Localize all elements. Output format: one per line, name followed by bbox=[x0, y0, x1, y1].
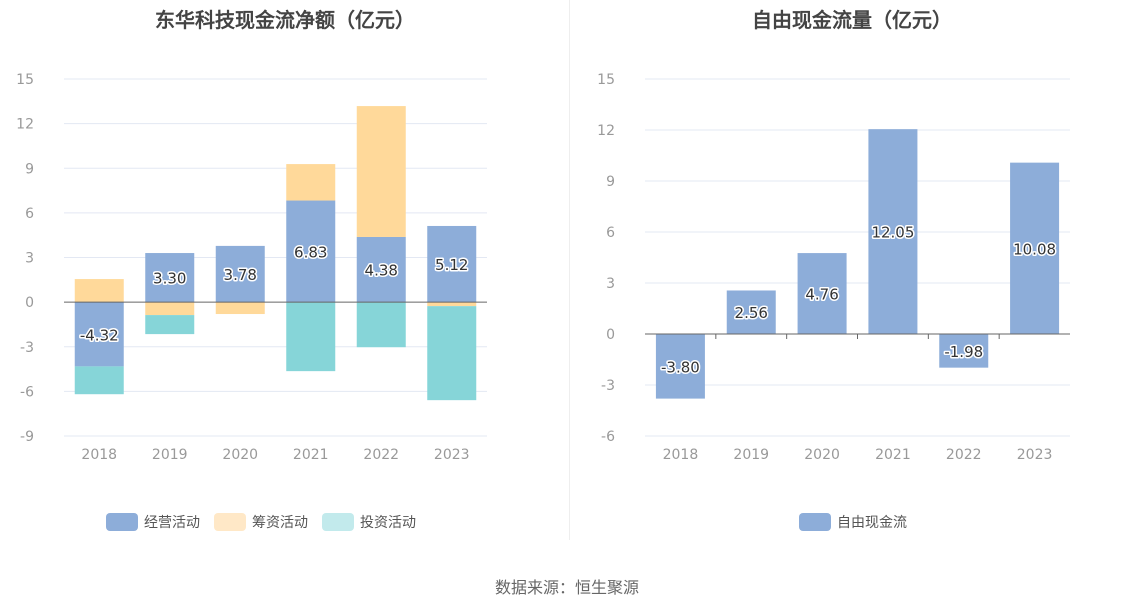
y-tick-label: 3 bbox=[25, 251, 34, 267]
bar-financing bbox=[427, 302, 477, 307]
bar-financing bbox=[356, 106, 406, 237]
x-tick-label: 2021 bbox=[875, 447, 911, 463]
bar-financing bbox=[74, 279, 124, 303]
x-tick-label: 2022 bbox=[363, 447, 399, 463]
y-tick-label: 6 bbox=[25, 206, 34, 222]
data-label: 3.78 bbox=[224, 266, 257, 284]
y-tick-label: 15 bbox=[597, 72, 615, 88]
x-tick-label: 2020 bbox=[804, 447, 840, 463]
data-label: 6.83 bbox=[294, 243, 327, 261]
x-tick-label: 2019 bbox=[733, 447, 769, 463]
bar-free-cash-flow bbox=[797, 253, 847, 334]
data-label: 4.76 bbox=[805, 286, 838, 304]
bar-investing bbox=[74, 366, 124, 395]
cash-flow-legend: 经营活动 筹资活动 投资活动 bbox=[106, 512, 430, 532]
free-cash-flow-legend: 自由现金流 bbox=[799, 512, 921, 532]
bar-free-cash-flow bbox=[726, 290, 776, 334]
legend-item-free-cash-flow[interactable]: 自由现金流 bbox=[799, 512, 907, 532]
bar-financing bbox=[215, 302, 265, 315]
x-tick-label: 2021 bbox=[293, 447, 329, 463]
x-tick-label: 2023 bbox=[434, 447, 470, 463]
legend-swatch-operating bbox=[106, 513, 138, 531]
panel-divider bbox=[569, 0, 570, 540]
bar-investing bbox=[145, 315, 195, 335]
data-label: 5.12 bbox=[435, 256, 468, 274]
x-tick-label: 2023 bbox=[1017, 447, 1053, 463]
y-tick-label: 12 bbox=[597, 123, 615, 139]
y-tick-label: 15 bbox=[16, 72, 34, 88]
bar-financing bbox=[286, 164, 336, 201]
data-label: 12.05 bbox=[871, 224, 914, 242]
bar-free-cash-flow bbox=[655, 334, 705, 399]
x-tick-label: 2022 bbox=[946, 447, 982, 463]
data-label: -4.32 bbox=[80, 326, 119, 344]
legend-item-operating[interactable]: 经营活动 bbox=[106, 512, 200, 532]
bar-free-cash-flow bbox=[1010, 162, 1060, 334]
legend-label-investing: 投资活动 bbox=[360, 515, 416, 531]
bar-operating bbox=[286, 200, 336, 303]
bar-operating bbox=[427, 225, 477, 303]
legend-label-operating: 经营活动 bbox=[144, 515, 200, 531]
bar-operating bbox=[145, 253, 195, 303]
data-label: 2.56 bbox=[735, 304, 768, 322]
bar-investing bbox=[427, 306, 477, 401]
legend-swatch-financing bbox=[214, 513, 246, 531]
y-tick-label: -6 bbox=[601, 429, 615, 445]
x-tick-label: 2018 bbox=[663, 447, 699, 463]
data-label: 10.08 bbox=[1013, 240, 1056, 258]
legend-label-financing: 筹资活动 bbox=[252, 515, 308, 531]
y-tick-label: 9 bbox=[25, 161, 34, 177]
bar-operating bbox=[215, 245, 265, 303]
x-tick-label: 2019 bbox=[152, 447, 188, 463]
y-tick-label: -3 bbox=[20, 340, 34, 356]
cash-flow-chart: 15 12 9 6 3 0 -3 -6 -9 2018 2019 2020 2021 2022 2023 -4… bbox=[16, 72, 487, 463]
y-tick-label: 9 bbox=[606, 174, 615, 190]
y-tick-label: 12 bbox=[16, 117, 34, 133]
data-source: 数据来源：恒生聚源 bbox=[494, 578, 639, 597]
y-tick-label: -6 bbox=[20, 384, 34, 400]
bar-investing bbox=[286, 302, 336, 372]
data-label: -3.80 bbox=[661, 358, 700, 376]
chart-title-free-cash-flow: 自由现金流量（亿元） bbox=[752, 8, 952, 32]
bar-operating bbox=[356, 236, 406, 303]
x-tick-label: 2020 bbox=[222, 447, 258, 463]
legend-item-investing[interactable]: 投资活动 bbox=[322, 512, 416, 532]
x-tick-label: 2018 bbox=[81, 447, 117, 463]
legend-swatch-free-cash-flow bbox=[799, 513, 831, 531]
y-tick-label: -9 bbox=[20, 429, 34, 445]
y-tick-label: 6 bbox=[606, 225, 615, 241]
bar-free-cash-flow bbox=[939, 334, 989, 368]
bar-free-cash-flow bbox=[868, 129, 918, 334]
bar-financing bbox=[145, 302, 195, 316]
legend-swatch-investing bbox=[322, 513, 354, 531]
legend-label-free-cash-flow: 自由现金流 bbox=[837, 515, 907, 531]
y-tick-label: 0 bbox=[25, 295, 34, 311]
y-tick-label: 0 bbox=[606, 327, 615, 343]
free-cash-flow-chart: 15 12 9 6 3 0 -3 -6 2018 2019 2020 2021 2022 2023 -3.8… bbox=[597, 72, 1070, 463]
y-tick-label: 3 bbox=[606, 276, 615, 292]
data-label: -1.98 bbox=[944, 343, 983, 361]
bar-investing bbox=[356, 302, 406, 348]
chart-title-cash-flow: 东华科技现金流净额（亿元） bbox=[155, 8, 415, 32]
data-label: 3.30 bbox=[153, 270, 186, 288]
y-tick-label: -3 bbox=[601, 378, 615, 394]
legend-item-financing[interactable]: 筹资活动 bbox=[214, 512, 308, 532]
data-label: 4.38 bbox=[365, 262, 398, 280]
bar-operating bbox=[74, 302, 124, 367]
